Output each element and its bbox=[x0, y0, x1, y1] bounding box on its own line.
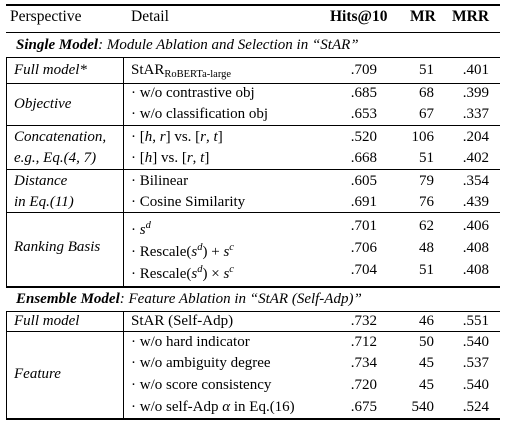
detail-wo-contrastive: · w/o contrastive obj bbox=[131, 85, 255, 101]
mrr-row-3: .337 bbox=[462, 106, 489, 122]
group-objective: Objective bbox=[14, 96, 72, 112]
hits-row-4: .520 bbox=[350, 129, 377, 145]
rule-after-distance bbox=[6, 212, 500, 213]
section-title-ensemble-rest: : Feature Ablation in “StAR (Self-Adp)” bbox=[119, 291, 362, 307]
group-full-model-star: Full model* bbox=[14, 62, 87, 78]
mrr-row-9: .408 bbox=[462, 240, 489, 256]
hits-row-7: .691 bbox=[350, 194, 377, 210]
detail-wo-score-consistency: · w/o score consistency bbox=[131, 377, 272, 393]
mrr-row-8: .406 bbox=[462, 218, 489, 234]
hits-row-6: .605 bbox=[350, 173, 377, 189]
mr-row-6: 79 bbox=[419, 173, 434, 189]
mrr-row-10: .408 bbox=[462, 262, 489, 278]
mr-row-7: 76 bbox=[419, 194, 434, 210]
group-concatenation-2: e.g., Eq.(4, 7) bbox=[14, 150, 97, 166]
mr-row-1: 51 bbox=[419, 62, 434, 78]
mr-row-8: 62 bbox=[419, 218, 434, 234]
mrr-row-15: .524 bbox=[462, 399, 489, 415]
section2-top-rule bbox=[6, 286, 500, 288]
hits-row-12: .712 bbox=[350, 334, 377, 350]
group-distance-1: Distance bbox=[14, 173, 68, 189]
mrr-row-5: .402 bbox=[462, 150, 489, 166]
hits-row-10: .704 bbox=[350, 262, 377, 278]
detail-rescale-times: · Rescale(sd) × sc bbox=[131, 264, 234, 282]
col-separator-1 bbox=[123, 58, 124, 286]
group-concatenation-1: Concatenation, bbox=[14, 129, 107, 145]
header-perspective: Perspective bbox=[10, 8, 82, 25]
mrr-row-12: .540 bbox=[462, 334, 489, 350]
group-feature: Feature bbox=[14, 366, 61, 382]
detail-hr-vs-rt: · [h, r] vs. [r, t] bbox=[131, 129, 223, 145]
mrr-row-1: .401 bbox=[462, 62, 489, 78]
rule-after-ensemble-full bbox=[6, 331, 500, 332]
detail-rescale-plus: · Rescale(sd) + sc bbox=[131, 242, 234, 260]
detail-star-roberta-subscript: RoBERTa-large bbox=[164, 69, 232, 80]
detail-h-vs-rt: · [h] vs. [r, t] bbox=[131, 150, 210, 166]
hits-row-14: .720 bbox=[350, 377, 377, 393]
section1-rule bbox=[6, 57, 500, 58]
bottom-rule bbox=[6, 418, 500, 420]
group-full-model: Full model bbox=[14, 313, 80, 329]
detail-star-roberta: StARRoBERTa-large bbox=[131, 62, 232, 80]
section-title-ensemble-bold: Ensemble Model bbox=[16, 291, 120, 307]
detail-bilinear: · Bilinear bbox=[131, 173, 189, 189]
detail-wo-self-adp: · w/o self-Adp α in Eq.(16) bbox=[131, 399, 295, 415]
mr-row-12: 50 bbox=[419, 334, 434, 350]
detail-wo-hard-indicator: · w/o hard indicator bbox=[131, 334, 250, 350]
mr-row-14: 45 bbox=[419, 377, 434, 393]
left-border-1 bbox=[6, 58, 7, 286]
mrr-row-7: .439 bbox=[462, 194, 489, 210]
rule-after-objective bbox=[6, 125, 500, 126]
section2-rule bbox=[6, 311, 500, 312]
hits-row-5: .668 bbox=[350, 150, 377, 166]
mr-row-13: 45 bbox=[419, 355, 434, 371]
detail-star-self-adp: StAR (Self-Adp) bbox=[131, 313, 234, 329]
detail-sd: · sd bbox=[131, 220, 151, 238]
detail-wo-ambiguity: · w/o ambiguity degree bbox=[131, 355, 271, 371]
mr-row-2: 68 bbox=[419, 85, 434, 101]
rule-after-concat bbox=[6, 169, 500, 170]
mr-row-4: 106 bbox=[411, 129, 435, 145]
mrr-row-13: .537 bbox=[462, 355, 489, 371]
hits-row-13: .734 bbox=[350, 355, 377, 371]
mr-row-3: 67 bbox=[419, 106, 434, 122]
mrr-row-2: .399 bbox=[462, 85, 489, 101]
hits-row-8: .701 bbox=[350, 218, 377, 234]
mrr-row-14: .540 bbox=[462, 377, 489, 393]
section-title-single-bold: Single Model bbox=[16, 37, 99, 53]
rule-after-full-model bbox=[6, 83, 500, 84]
header-detail: Detail bbox=[131, 8, 169, 25]
col-separator-2 bbox=[123, 312, 124, 418]
left-border-2 bbox=[6, 312, 7, 418]
section-title-single-rest: : Module Ablation and Selection in “StAR… bbox=[98, 37, 359, 53]
section-title-single: Single Model: Module Ablation and Select… bbox=[16, 36, 359, 54]
hits-row-9: .706 bbox=[350, 240, 377, 256]
mr-row-11: 46 bbox=[419, 313, 434, 329]
group-distance-2: in Eq.(11) bbox=[14, 194, 74, 210]
mrr-row-6: .354 bbox=[462, 173, 489, 189]
mrr-row-11: .551 bbox=[462, 313, 489, 329]
mr-row-15: 540 bbox=[411, 399, 435, 415]
mr-row-10: 51 bbox=[419, 262, 434, 278]
detail-cosine: · Cosine Similarity bbox=[131, 194, 246, 210]
mr-row-9: 48 bbox=[419, 240, 434, 256]
header-rule bbox=[6, 32, 500, 33]
hits-row-15: .675 bbox=[350, 399, 377, 415]
group-ranking-basis: Ranking Basis bbox=[14, 239, 101, 255]
hits-row-1: .709 bbox=[350, 62, 377, 78]
header-mrr: MRR bbox=[452, 8, 490, 25]
top-rule bbox=[6, 4, 500, 6]
hits-row-11: .732 bbox=[350, 313, 377, 329]
section-title-ensemble: Ensemble Model: Feature Ablation in “StA… bbox=[16, 290, 362, 308]
header-mr: MR bbox=[410, 8, 436, 25]
hits-row-2: .685 bbox=[350, 85, 377, 101]
mrr-row-4: .204 bbox=[462, 129, 489, 145]
mr-row-5: 51 bbox=[419, 150, 434, 166]
header-hits10: Hits@10 bbox=[330, 8, 388, 25]
hits-row-3: .653 bbox=[350, 106, 377, 122]
detail-wo-classification: · w/o classification obj bbox=[131, 106, 269, 122]
